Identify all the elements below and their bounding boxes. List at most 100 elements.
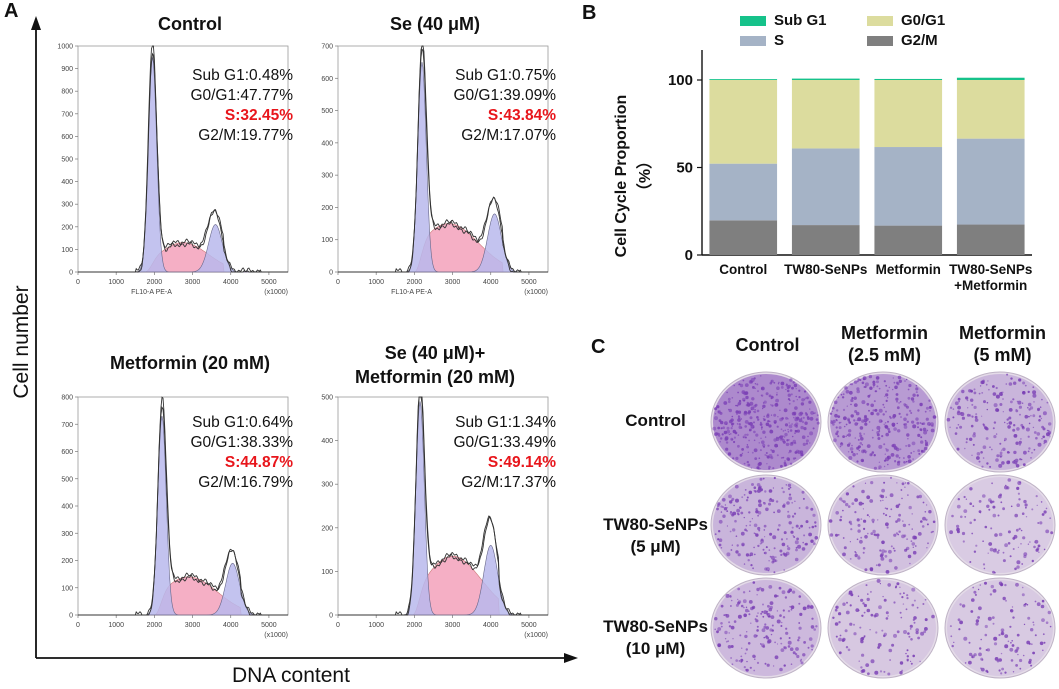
- colony-dot: [895, 585, 898, 588]
- colony-dot: [739, 506, 742, 509]
- colony-dot: [720, 625, 723, 628]
- colony-dot: [977, 616, 980, 619]
- subg1-value: Sub G1:0.75%: [455, 67, 556, 84]
- colony-dot: [1011, 606, 1014, 608]
- colony-dot: [735, 550, 739, 554]
- colony-dot: [785, 484, 787, 486]
- colony-dot: [868, 409, 870, 412]
- colony-dot: [885, 399, 888, 402]
- colony-dot: [990, 448, 993, 451]
- colony-dot: [724, 437, 728, 442]
- colony-dot: [913, 536, 918, 540]
- colony-dot: [731, 425, 733, 427]
- colony-dot: [726, 426, 730, 430]
- x-tick-label: 3000: [185, 279, 201, 286]
- colony-dot: [763, 501, 765, 504]
- colony-dot: [988, 508, 991, 511]
- colony-dot: [913, 616, 917, 620]
- colony-dot: [895, 504, 900, 509]
- colony-dot: [958, 628, 961, 631]
- x-tick-label: 2000: [147, 279, 163, 286]
- colony-dot: [1012, 428, 1016, 432]
- colony-dot: [730, 418, 734, 422]
- colony-dot: [780, 428, 783, 431]
- colony-dot: [780, 553, 783, 556]
- colony-dot: [801, 417, 803, 419]
- colony-dot: [797, 639, 800, 642]
- colony-dot: [762, 615, 765, 618]
- plate-col-1: Control: [735, 335, 800, 355]
- colony-dot: [883, 406, 886, 409]
- colony-dot: [1008, 408, 1013, 412]
- colony-dot: [849, 558, 852, 560]
- colony-dot: [907, 494, 909, 496]
- colony-dot: [798, 396, 801, 399]
- colony-dot: [946, 417, 951, 422]
- colony-dot: [775, 437, 780, 441]
- colony-dot: [925, 417, 929, 421]
- colony-dot: [951, 514, 954, 518]
- colony-dot: [753, 448, 758, 453]
- colony-dot: [875, 631, 878, 634]
- colony-dot: [754, 658, 756, 660]
- colony-dot: [752, 386, 755, 389]
- colony-dot: [814, 525, 817, 528]
- colony-dot: [956, 447, 960, 451]
- colony-dot: [808, 532, 812, 537]
- colony-dot: [866, 444, 871, 448]
- colony-dot: [753, 546, 755, 549]
- colony-dot: [870, 403, 874, 408]
- colony-dot: [779, 438, 783, 441]
- colony-dot: [1010, 641, 1012, 644]
- colony-dot: [998, 532, 1003, 537]
- colony-dot: [799, 450, 804, 454]
- colony-dot: [880, 494, 885, 499]
- colony-dot: [807, 604, 810, 608]
- colony-dot: [901, 669, 904, 672]
- colony-dot: [752, 654, 756, 658]
- colony-dot: [956, 527, 960, 532]
- plate-row-3: TW80-SeNPs (10 μM): [603, 617, 708, 658]
- colony-dot: [992, 622, 995, 625]
- dna-content-label: DNA content: [232, 664, 350, 687]
- colony-dot: [845, 423, 848, 426]
- colony-dot: [758, 457, 761, 459]
- colony-dot: [910, 660, 912, 662]
- colony-dot: [982, 540, 984, 542]
- colony-dot: [963, 509, 968, 513]
- colony-dot: [898, 530, 901, 533]
- colony-dot: [757, 419, 759, 421]
- colony-dot: [755, 508, 758, 511]
- colony-dot: [915, 631, 919, 635]
- colony-dot: [790, 605, 795, 609]
- colony-dot: [922, 516, 926, 521]
- colony-dot: [745, 553, 750, 557]
- x-unit-label: (x1000): [264, 632, 288, 639]
- colony-dot: [973, 550, 977, 553]
- colony-dot: [862, 602, 865, 605]
- colony-dot: [1021, 563, 1024, 565]
- dna-content-axis-arrow: [564, 653, 578, 663]
- colony-dot: [731, 544, 733, 546]
- bar-segment-s: [956, 138, 1025, 225]
- colony-dot: [883, 481, 886, 484]
- colony-dot: [732, 422, 735, 425]
- colony-dot: [1018, 443, 1022, 446]
- colony-dot: [840, 393, 843, 396]
- bar-segment-s: [709, 163, 778, 221]
- colony-dot: [748, 380, 753, 384]
- colony-dot: [747, 451, 749, 453]
- colony-dot: [971, 403, 974, 406]
- colony-dot: [838, 612, 842, 616]
- colony-dot: [882, 403, 885, 406]
- colony-dot: [753, 439, 756, 442]
- colony-dot: [843, 425, 846, 428]
- colony-dot: [1046, 429, 1049, 432]
- colony-dot: [795, 395, 797, 398]
- colony-dot: [794, 432, 796, 435]
- colony-dot: [1033, 545, 1036, 549]
- colony-dot: [771, 624, 774, 627]
- colony-dot: [998, 549, 1000, 552]
- colony-dot: [744, 436, 747, 439]
- colony-dot: [835, 635, 838, 638]
